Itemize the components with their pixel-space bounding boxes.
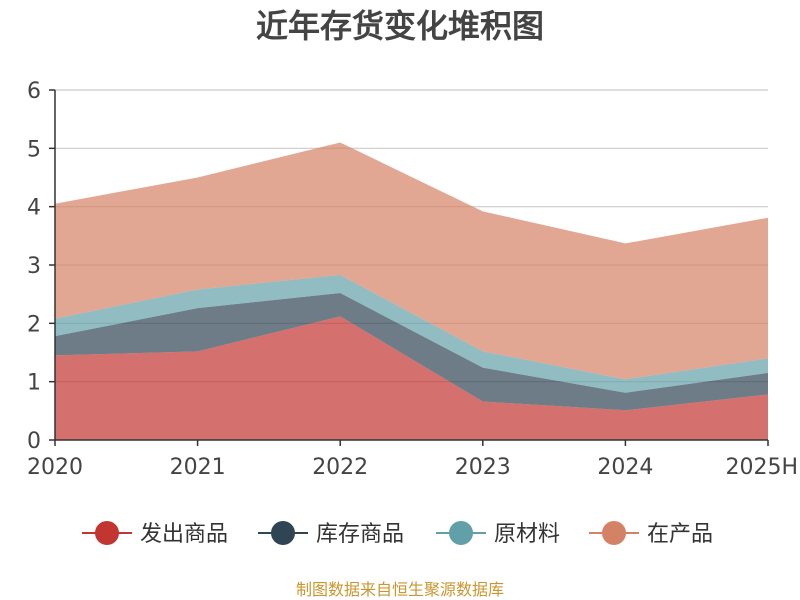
legend: 发出商品 库存商品 原材料 在产品: [82, 521, 713, 547]
x-tick-label: 2025H: [725, 455, 798, 480]
legend-item[interactable]: 库存商品: [258, 521, 404, 547]
axes: 0 1 2 3 4 5 6 2020 2021 2022 2023 2024 2025H: [27, 79, 798, 480]
area-series-4: [55, 142, 768, 380]
legend-label: 原材料: [494, 522, 560, 547]
legend-label: 发出商品: [140, 522, 228, 547]
x-tick-label: 2022: [312, 455, 368, 480]
legend-marker: [602, 521, 626, 545]
legend-marker: [449, 521, 473, 545]
y-tick-label: 4: [27, 196, 41, 221]
area-series-2: [55, 293, 768, 411]
y-tick-label: 0: [27, 429, 41, 454]
y-tick-label: 2: [27, 312, 41, 337]
legend-item[interactable]: 原材料: [436, 521, 560, 547]
x-tick-label: 2023: [455, 455, 511, 480]
area-series-1: [55, 316, 768, 440]
legend-item[interactable]: 发出商品: [82, 521, 228, 547]
legend-label: 库存商品: [316, 522, 404, 547]
y-tick-label: 3: [27, 254, 41, 279]
legend-label: 在产品: [647, 522, 713, 547]
area-series: [55, 142, 768, 440]
legend-item[interactable]: 在产品: [589, 521, 713, 547]
chart-title: 近年存货变化堆积图: [256, 7, 544, 45]
y-tick-label: 5: [27, 137, 41, 162]
x-tick-label: 2020: [27, 455, 83, 480]
area-series-3: [55, 274, 768, 393]
legend-marker: [271, 521, 295, 545]
x-tick-label: 2021: [170, 455, 226, 480]
y-tick-label: 1: [27, 371, 41, 396]
y-tick-label: 6: [27, 79, 41, 104]
source-note: 制图数据来自恒生聚源数据库: [296, 580, 504, 599]
legend-marker: [95, 521, 119, 545]
x-tick-label: 2024: [597, 455, 653, 480]
